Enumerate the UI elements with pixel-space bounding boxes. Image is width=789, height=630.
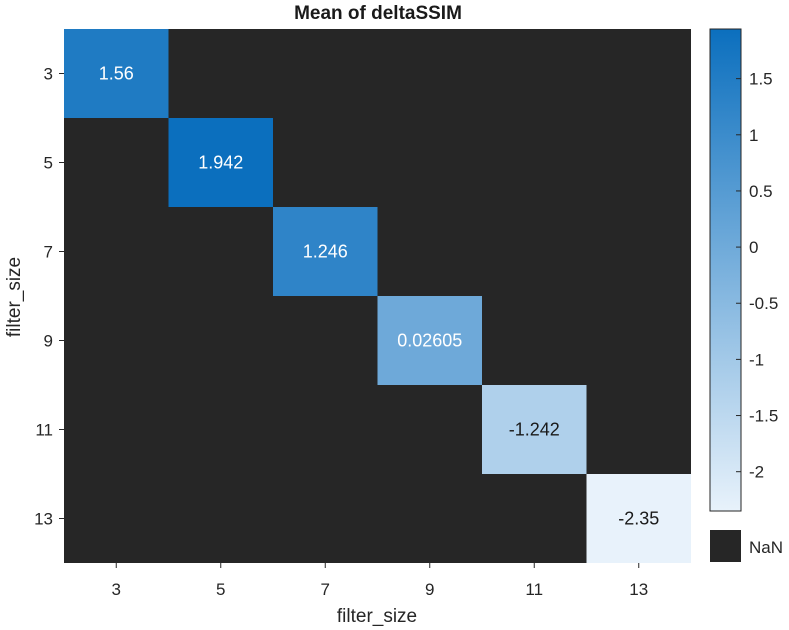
heatmap-cell-label-2: 1.246 xyxy=(303,242,348,262)
heatmap-cell-2 xyxy=(273,207,378,296)
x-tick-label-1: 5 xyxy=(216,580,225,599)
y-tick-label-4: 11 xyxy=(35,421,53,440)
y-tick-label-0: 3 xyxy=(44,65,53,84)
y-axis-ticks: 3 5 7 9 11 13 xyxy=(34,65,64,529)
x-tick-label-5: 13 xyxy=(629,580,648,599)
nan-legend-label: NaN xyxy=(749,538,783,557)
heatmap-cell-label-3: 0.02605 xyxy=(397,331,462,351)
heatmap-cell-label-0: 1.56 xyxy=(99,64,134,84)
y-tick-label-1: 5 xyxy=(44,154,53,173)
heatmap-cells: 1.56 1.942 1.246 0.02605 -1.242 -2.35 xyxy=(64,29,691,563)
x-tick-label-2: 7 xyxy=(321,580,330,599)
heatmap-cell-1 xyxy=(168,118,273,207)
heatmap-cell-0 xyxy=(64,29,169,118)
colorbar-tick-label-1: 1 xyxy=(749,126,758,145)
colorbar-tick-label-2: 0.5 xyxy=(749,182,773,201)
heatmap-cell-label-5: -2.35 xyxy=(618,509,659,529)
colorbar-tick-label-6: -1.5 xyxy=(749,407,778,426)
nan-legend-swatch xyxy=(710,530,741,562)
heatmap-cell-4 xyxy=(482,385,587,474)
x-tick-label-3: 9 xyxy=(425,580,434,599)
colorbar-tick-label-5: -1 xyxy=(749,350,764,369)
x-axis-ticks: 3 5 7 9 11 13 xyxy=(112,563,648,599)
colorbar-tick-label-4: -0.5 xyxy=(749,294,778,313)
x-tick-label-4: 11 xyxy=(525,580,543,599)
colorbar-ticks: 1.5 1 0.5 0 -0.5 -1 -1.5 -2 xyxy=(736,70,778,482)
colorbar-tick-label-3: 0 xyxy=(749,238,758,257)
colorbar-tick-label-0: 1.5 xyxy=(749,70,773,89)
heatmap-cell-3 xyxy=(377,296,482,385)
colorbar-tick-label-7: -2 xyxy=(749,463,764,482)
heatmap-cell-label-1: 1.942 xyxy=(198,153,243,173)
y-tick-label-2: 7 xyxy=(44,243,53,262)
heatmap-cell-label-4: -1.242 xyxy=(509,420,560,440)
y-tick-label-5: 13 xyxy=(34,510,53,529)
chart-title: Mean of deltaSSIM xyxy=(294,3,462,24)
x-tick-label-0: 3 xyxy=(112,580,121,599)
y-tick-label-3: 9 xyxy=(44,332,53,351)
colorbar xyxy=(709,28,742,512)
y-axis-label: filter_size xyxy=(4,257,25,337)
x-axis-label: filter_size xyxy=(337,606,417,627)
heatmap-cell-5 xyxy=(586,474,691,563)
